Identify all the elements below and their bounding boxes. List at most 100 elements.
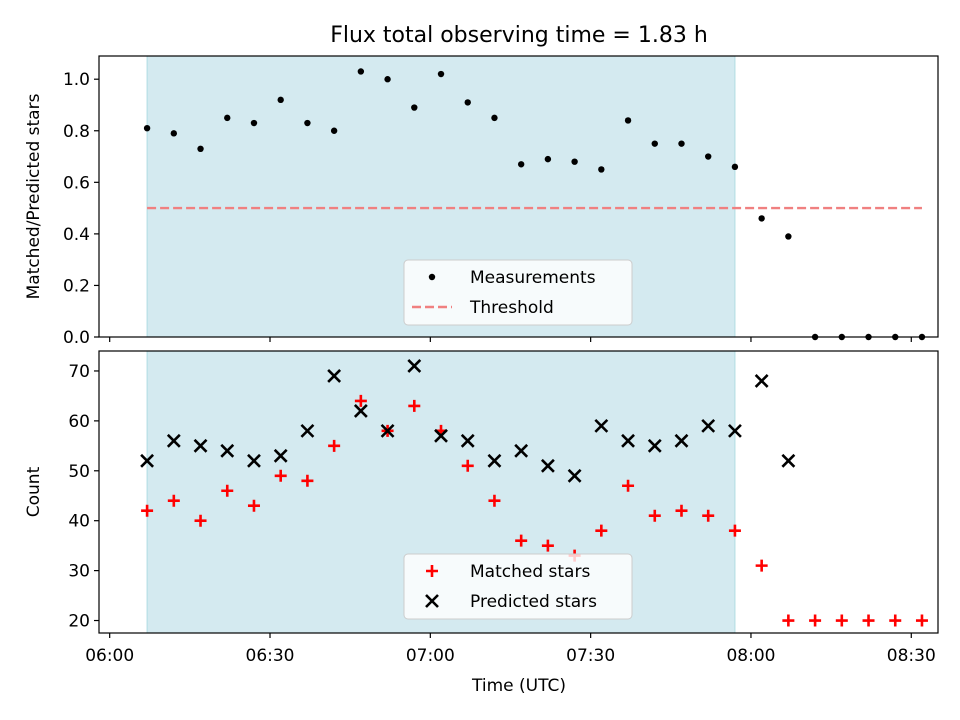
y-axis-label: Matched/Predicted stars bbox=[24, 93, 44, 299]
legend-label: Matched stars bbox=[470, 562, 590, 582]
data-point bbox=[648, 509, 661, 522]
ratio-panel: 0.0 0.2 0.4 0.6 0.8 1.0 Matched/Predicted star… bbox=[24, 55, 939, 348]
count-panel: 20 30 40 50 60 70 06:00 06:30 07:00 07:30 08:00 08:… bbox=[24, 350, 939, 666]
x-tick-label: 06:00 bbox=[85, 646, 134, 666]
data-point bbox=[647, 438, 662, 453]
legend: Measurements Threshold bbox=[403, 259, 633, 326]
data-point bbox=[304, 119, 311, 127]
legend-marker bbox=[428, 273, 436, 281]
y-tick-label: 0.8 bbox=[63, 122, 90, 142]
data-point bbox=[674, 433, 689, 448]
data-point bbox=[167, 494, 180, 507]
y-tick-label: 0.2 bbox=[63, 276, 90, 296]
x-tick-label: 07:30 bbox=[566, 646, 615, 666]
y-tick-label: 1.0 bbox=[63, 70, 90, 90]
chart-title: Flux total observing time = 1.83 h bbox=[330, 23, 708, 48]
data-point bbox=[327, 369, 342, 383]
data-point bbox=[515, 534, 528, 547]
data-point bbox=[353, 403, 368, 418]
data-point bbox=[194, 514, 207, 527]
data-point bbox=[328, 439, 341, 452]
data-point bbox=[781, 453, 796, 468]
legend-label: Measurements bbox=[470, 268, 596, 288]
legend-marker bbox=[426, 565, 438, 577]
axes-frame bbox=[98, 55, 939, 338]
data-point bbox=[675, 504, 688, 517]
data-point bbox=[220, 443, 235, 458]
legend: Matched stars Predicted stars bbox=[403, 553, 633, 620]
data-point bbox=[728, 524, 741, 537]
data-point bbox=[705, 153, 712, 160]
data-point bbox=[384, 76, 391, 83]
data-point bbox=[273, 448, 288, 463]
data-point bbox=[755, 559, 768, 572]
y-tick-label: 20 bbox=[68, 612, 90, 632]
data-point bbox=[517, 161, 525, 168]
data-point bbox=[250, 119, 258, 127]
data-point bbox=[835, 614, 848, 627]
data-point bbox=[541, 539, 554, 552]
data-point bbox=[540, 458, 555, 473]
data-point bbox=[461, 459, 474, 472]
data-point bbox=[300, 423, 315, 438]
data-point bbox=[247, 499, 260, 512]
data-point bbox=[702, 509, 715, 522]
data-point bbox=[488, 494, 501, 507]
data-point bbox=[166, 433, 181, 448]
y-tick-label: 0.0 bbox=[63, 328, 90, 348]
data-point bbox=[701, 418, 716, 433]
data-point bbox=[514, 443, 529, 458]
data-point bbox=[594, 418, 609, 433]
data-point bbox=[487, 453, 502, 468]
data-point bbox=[651, 140, 658, 147]
data-point bbox=[809, 614, 822, 627]
legend-label: Threshold bbox=[469, 298, 554, 318]
data-point bbox=[571, 158, 578, 165]
y-tick-label: 70 bbox=[68, 362, 90, 382]
y-tick-label: 50 bbox=[68, 462, 90, 482]
data-point bbox=[197, 145, 204, 153]
y-tick-label: 0.6 bbox=[63, 173, 90, 193]
y-tick-label: 30 bbox=[68, 562, 90, 582]
data-point bbox=[678, 140, 685, 147]
data-point bbox=[889, 614, 902, 627]
data-point bbox=[330, 127, 338, 134]
x-tick-label: 07:00 bbox=[406, 646, 455, 666]
data-point bbox=[621, 433, 635, 448]
data-point bbox=[301, 474, 314, 487]
legend-marker bbox=[425, 594, 439, 608]
data-point bbox=[380, 423, 395, 438]
data-point bbox=[274, 469, 287, 482]
axes-frame bbox=[98, 350, 939, 634]
data-point bbox=[411, 104, 418, 111]
y-tick-label: 0.4 bbox=[63, 225, 90, 245]
data-point bbox=[622, 479, 635, 492]
x-tick-label: 08:00 bbox=[726, 646, 775, 666]
legend-box bbox=[403, 553, 633, 620]
data-point bbox=[460, 433, 475, 448]
data-point bbox=[491, 114, 498, 122]
data-point bbox=[567, 468, 582, 483]
data-point bbox=[595, 524, 608, 537]
data-point bbox=[464, 99, 471, 106]
legend-box bbox=[403, 259, 633, 326]
data-point bbox=[140, 453, 155, 468]
data-point bbox=[354, 394, 367, 407]
data-point bbox=[170, 130, 178, 137]
y-tick-label: 60 bbox=[68, 412, 90, 432]
data-point bbox=[862, 614, 875, 627]
x-axis-label: Time (UTC) bbox=[471, 676, 566, 696]
data-point bbox=[357, 68, 365, 75]
data-point bbox=[437, 70, 445, 78]
data-point bbox=[434, 428, 448, 443]
data-point bbox=[224, 114, 231, 122]
data-point bbox=[143, 124, 151, 132]
data-point bbox=[247, 453, 261, 468]
legend-label: Predicted stars bbox=[470, 592, 597, 612]
x-tick-label: 06:30 bbox=[246, 646, 295, 666]
data-point bbox=[544, 155, 552, 163]
x-tick-label: 08:30 bbox=[887, 646, 936, 666]
data-point bbox=[193, 438, 208, 453]
data-point bbox=[221, 484, 234, 497]
